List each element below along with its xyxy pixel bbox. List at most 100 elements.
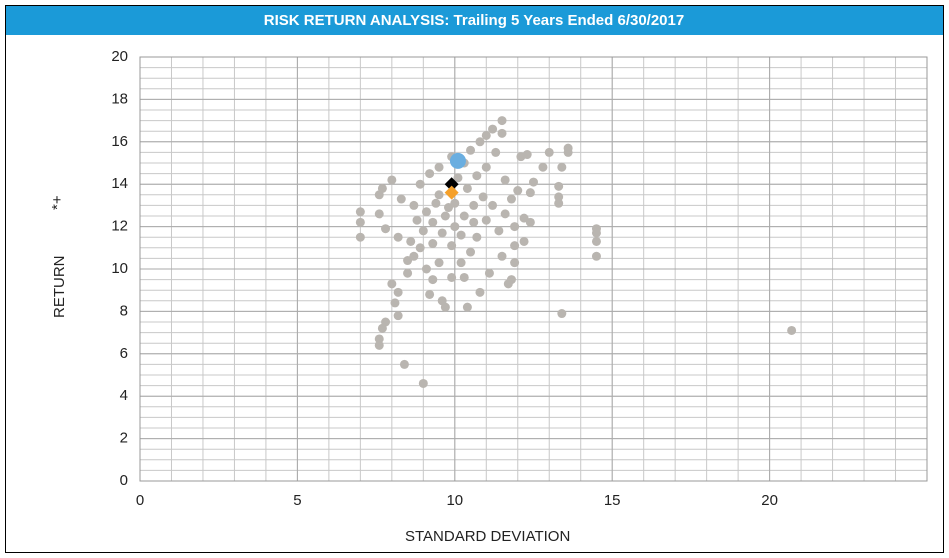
point — [591, 224, 601, 234]
point — [390, 298, 400, 308]
point — [428, 275, 438, 285]
point — [453, 173, 463, 183]
point — [409, 200, 419, 210]
point — [544, 147, 554, 157]
point — [406, 236, 416, 246]
point — [403, 268, 413, 278]
point — [456, 258, 466, 268]
y-tick-label: 2 — [120, 430, 128, 447]
point — [522, 150, 532, 160]
point — [456, 230, 466, 240]
point — [503, 279, 513, 289]
title-bar — [6, 6, 943, 35]
point — [497, 116, 507, 126]
point — [469, 200, 479, 210]
x-tick-label: 15 — [604, 492, 621, 509]
point — [469, 217, 479, 227]
point — [488, 124, 498, 134]
point — [494, 226, 504, 236]
point — [491, 147, 501, 157]
point — [519, 236, 529, 246]
point — [444, 185, 459, 200]
point — [381, 317, 391, 327]
point — [475, 137, 485, 147]
point — [437, 296, 447, 306]
point — [381, 224, 391, 234]
y-tick-label: 18 — [111, 90, 128, 107]
point — [510, 241, 520, 251]
point — [525, 188, 535, 198]
point — [449, 152, 466, 169]
point — [497, 251, 507, 261]
x-tick-label: 10 — [446, 492, 463, 509]
point — [500, 209, 510, 219]
point — [444, 177, 459, 192]
point — [462, 183, 472, 193]
point — [415, 243, 425, 253]
point — [450, 222, 460, 232]
point — [434, 162, 444, 172]
point — [387, 279, 397, 289]
point — [418, 378, 428, 388]
x-axis-label: STANDARD DEVIATION — [405, 528, 570, 545]
point — [787, 325, 797, 335]
point — [475, 287, 485, 297]
point — [497, 128, 507, 138]
point — [421, 207, 431, 217]
point — [488, 200, 498, 210]
point — [478, 192, 488, 202]
point — [554, 181, 564, 191]
y-tick-label: 10 — [111, 260, 128, 277]
point — [459, 211, 469, 221]
point — [437, 228, 447, 238]
point — [412, 215, 422, 225]
chart-title: RISK RETURN ANALYSIS: Trailing 5 Years E… — [264, 12, 684, 29]
point — [510, 222, 520, 232]
y-axis-note: *+ — [49, 195, 66, 210]
point — [444, 203, 454, 213]
point — [513, 186, 523, 196]
point — [481, 162, 491, 172]
point — [557, 309, 567, 319]
point — [466, 145, 476, 155]
point — [481, 130, 491, 140]
point — [591, 236, 601, 246]
point — [447, 272, 457, 282]
point — [557, 162, 567, 172]
point — [409, 251, 419, 261]
point — [374, 340, 384, 350]
point — [421, 264, 431, 274]
point — [396, 194, 406, 204]
point — [440, 211, 450, 221]
point — [374, 209, 384, 219]
point — [434, 190, 444, 200]
point — [425, 169, 435, 179]
point — [434, 258, 444, 268]
point — [554, 198, 564, 208]
x-tick-label: 20 — [761, 492, 778, 509]
point — [484, 268, 494, 278]
point — [431, 198, 441, 208]
point — [418, 226, 428, 236]
point — [538, 162, 548, 172]
point — [393, 311, 403, 321]
point — [425, 289, 435, 299]
frame — [5, 5, 944, 553]
y-axis-label: RETURN — [51, 256, 68, 319]
plot-border — [139, 56, 928, 482]
point — [374, 334, 384, 344]
point — [506, 194, 516, 204]
point — [563, 143, 573, 153]
point — [510, 258, 520, 268]
point — [450, 198, 460, 208]
y-tick-label: 6 — [120, 345, 128, 362]
x-tick-label: 0 — [136, 492, 144, 509]
point — [447, 241, 457, 251]
point — [472, 171, 482, 181]
point — [393, 232, 403, 242]
point — [428, 239, 438, 249]
point — [399, 359, 409, 369]
point — [377, 183, 387, 193]
point — [355, 207, 365, 217]
